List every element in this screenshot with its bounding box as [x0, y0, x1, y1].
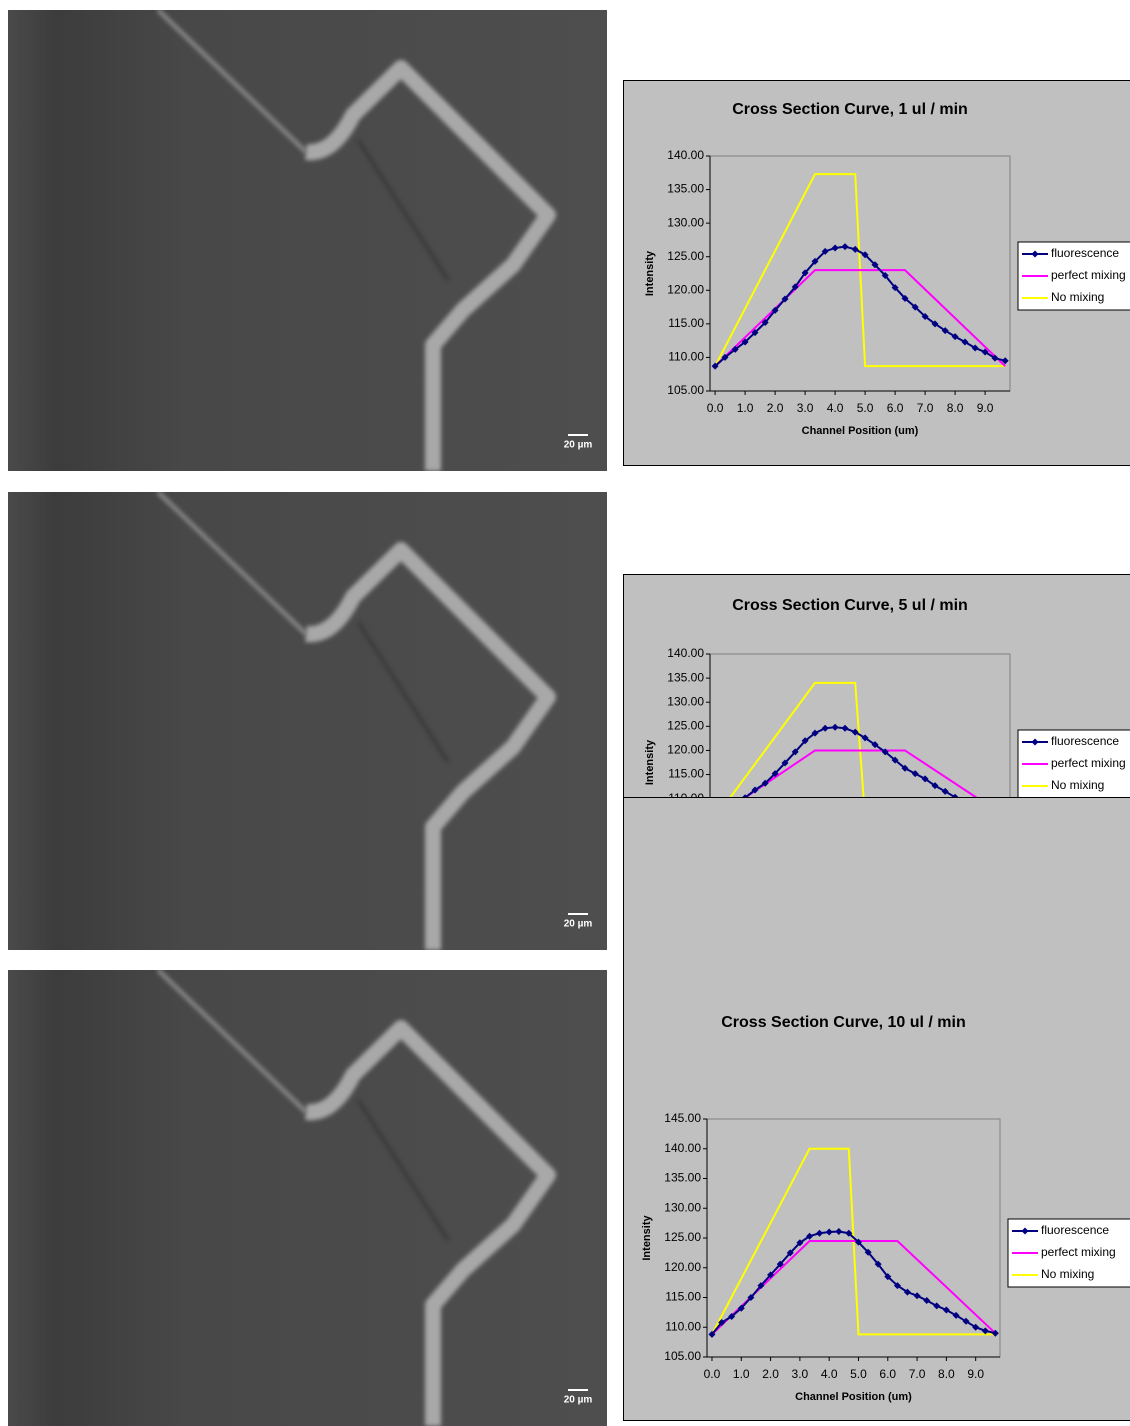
y-tick-label: 120.00 [664, 1260, 701, 1274]
x-axis-title: Channel Position (um) [795, 1391, 912, 1403]
x-tick-label: 8.0 [938, 1367, 955, 1381]
x-tick-label: 7.0 [917, 401, 934, 415]
image-background [8, 492, 607, 950]
micrograph: 20 µm [8, 10, 607, 471]
legend-label: perfect mixing [1051, 268, 1126, 282]
y-tick-label: 110.00 [665, 1319, 701, 1333]
image-background [8, 970, 607, 1426]
x-tick-label: 2.0 [767, 401, 784, 415]
legend-label: No mixing [1041, 1267, 1094, 1281]
legend-label: fluorescence [1051, 246, 1119, 260]
y-tick-label: 115.00 [665, 1290, 701, 1304]
legend-label: fluorescence [1051, 734, 1119, 748]
legend-label: No mixing [1051, 290, 1104, 304]
y-tick-label: 130.00 [664, 1200, 701, 1214]
x-tick-label: 8.0 [947, 401, 964, 415]
y-tick-label: 135.00 [664, 1171, 701, 1185]
x-tick-label: 0.0 [707, 401, 724, 415]
y-tick-label: 145.00 [664, 1111, 701, 1125]
legend-label: perfect mixing [1051, 756, 1126, 770]
y-tick-label: 125.00 [667, 249, 704, 263]
y-tick-label: 120.00 [667, 282, 704, 296]
x-tick-label: 5.0 [850, 1367, 867, 1381]
y-tick-label: 135.00 [667, 182, 704, 196]
y-tick-label: 130.00 [667, 215, 704, 229]
y-tick-label: 125.00 [664, 1230, 701, 1244]
x-tick-label: 0.0 [704, 1367, 721, 1381]
chart: Cross Section Curve, 1 ul / min 105.00 110… [623, 80, 1130, 466]
y-axis-title: Intensity [644, 250, 656, 296]
x-tick-label: 1.0 [733, 1367, 750, 1381]
y-tick-label: 125.00 [667, 719, 704, 733]
y-tick-label: 135.00 [667, 670, 704, 684]
chart-title: Cross Section Curve, 1 ul / min [732, 101, 968, 118]
y-tick-label: 130.00 [667, 694, 704, 708]
chart: Cross Section Curve, 10 ul / min 105.00 11… [623, 797, 1130, 1421]
chart-title: Cross Section Curve, 10 ul / min [721, 1014, 966, 1031]
x-tick-label: 9.0 [977, 401, 994, 415]
y-tick-label: 140.00 [667, 646, 704, 660]
x-tick-label: 6.0 [887, 401, 904, 415]
legend-label: perfect mixing [1041, 1245, 1116, 1259]
y-tick-label: 115.00 [668, 316, 704, 330]
scale-label: 20 µm [564, 440, 593, 451]
x-tick-label: 9.0 [967, 1367, 984, 1381]
micrograph: 20 µm [8, 492, 607, 950]
y-tick-label: 115.00 [668, 767, 704, 781]
y-tick-label: 105.00 [667, 383, 704, 397]
x-tick-label: 5.0 [857, 401, 874, 415]
x-tick-label: 7.0 [909, 1367, 926, 1381]
image-background [8, 10, 607, 471]
x-tick-label: 4.0 [821, 1367, 838, 1381]
y-tick-label: 105.00 [664, 1349, 701, 1363]
y-tick-label: 120.00 [667, 743, 704, 757]
figure: 20 µm 20 µm 20 µm Cross Section Curve, 1 ul… [0, 0, 1130, 1426]
y-tick-label: 140.00 [664, 1141, 701, 1155]
scale-label: 20 µm [564, 919, 593, 930]
y-tick-label: 110.00 [668, 350, 704, 364]
chart-title: Cross Section Curve, 5 ul / min [732, 597, 968, 614]
x-axis-title: Channel Position (um) [802, 425, 919, 437]
legend-label: fluorescence [1041, 1223, 1109, 1237]
legend-label: No mixing [1051, 778, 1104, 792]
y-axis-title: Intensity [641, 1215, 653, 1261]
x-tick-label: 6.0 [879, 1367, 896, 1381]
x-tick-label: 3.0 [797, 401, 814, 415]
x-tick-label: 3.0 [792, 1367, 809, 1381]
x-tick-label: 4.0 [827, 401, 844, 415]
scale-label: 20 µm [564, 1395, 593, 1406]
x-tick-label: 2.0 [762, 1367, 779, 1381]
x-tick-label: 1.0 [737, 401, 754, 415]
micrograph: 20 µm [8, 970, 607, 1426]
y-axis-title: Intensity [644, 739, 656, 785]
y-tick-label: 140.00 [667, 148, 704, 162]
